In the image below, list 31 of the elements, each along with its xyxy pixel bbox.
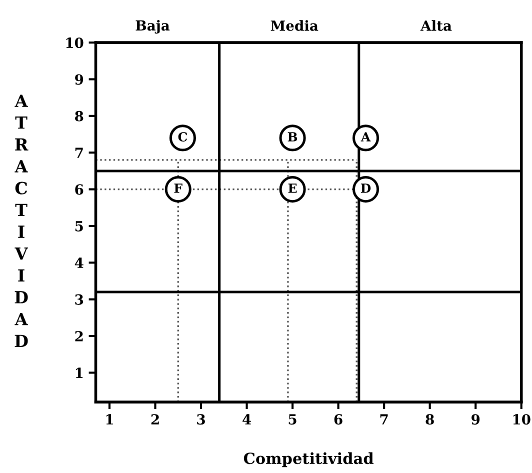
y-tick-label: 5 <box>75 221 83 232</box>
text: Baja <box>136 20 170 34</box>
x-tick-label: 4 <box>242 414 252 424</box>
annotation: C <box>178 132 188 142</box>
x-tick-label: 2 <box>151 414 159 424</box>
annotation: D <box>360 184 371 193</box>
x-tick-label: 10 <box>513 414 530 425</box>
x-tick-label: 3 <box>197 414 205 425</box>
y-tick-label: 3 <box>75 294 84 305</box>
text: Media <box>270 20 318 31</box>
y-tick-label: 2 <box>75 330 83 342</box>
text: ATRACTIVIDAD <box>14 94 28 347</box>
y-tick-label: 9 <box>75 74 84 85</box>
annotation: E <box>288 184 297 193</box>
x-tick-label: 1 <box>106 414 113 424</box>
y-tick-label: 6 <box>75 184 84 195</box>
y-tick-label: 10 <box>66 38 84 48</box>
x-tick-label: 7 <box>380 414 388 424</box>
y-tick-label: 8 <box>75 110 84 122</box>
x-tick-label: 5 <box>288 414 296 425</box>
annotation: A <box>360 132 371 142</box>
y-tick-label: 7 <box>75 148 83 158</box>
x-tick-label: 8 <box>426 414 434 425</box>
text: Alta <box>420 20 452 31</box>
x-tick-label: 6 <box>334 414 342 425</box>
x-tick-label: 9 <box>472 414 480 425</box>
annotation: B <box>288 132 298 142</box>
y-tick-label: 1 <box>76 368 83 378</box>
x-axis-title: Competitividad <box>244 452 374 468</box>
y-tick-label: 4 <box>74 258 84 268</box>
annotation: F <box>174 184 182 193</box>
